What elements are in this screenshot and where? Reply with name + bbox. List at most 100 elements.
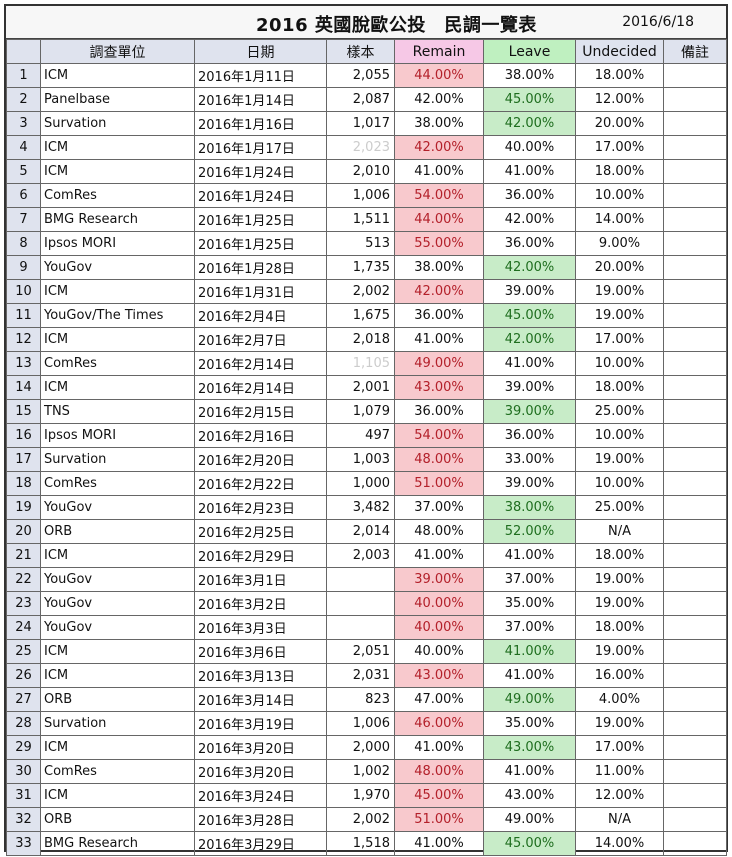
note-cell[interactable] bbox=[663, 567, 727, 592]
date-cell[interactable]: 2016年2月4日 bbox=[194, 303, 327, 328]
leave-cell[interactable]: 41.00% bbox=[483, 639, 576, 664]
org-cell[interactable]: ICM bbox=[40, 159, 195, 184]
remain-cell[interactable]: 38.00% bbox=[394, 111, 484, 136]
undecided-cell[interactable]: 20.00% bbox=[575, 111, 664, 136]
remain-cell[interactable]: 47.00% bbox=[394, 687, 484, 712]
row-number-cell[interactable]: 1 bbox=[6, 63, 41, 88]
undecided-cell[interactable]: 17.00% bbox=[575, 135, 664, 160]
org-cell[interactable]: ICM bbox=[40, 639, 195, 664]
undecided-cell[interactable]: 19.00% bbox=[575, 711, 664, 736]
sample-cell[interactable]: 3,482 bbox=[326, 495, 395, 520]
leave-cell[interactable]: 41.00% bbox=[483, 543, 576, 568]
remain-cell[interactable]: 40.00% bbox=[394, 615, 484, 640]
remain-cell[interactable]: 41.00% bbox=[394, 543, 484, 568]
date-cell[interactable]: 2016年2月23日 bbox=[194, 495, 327, 520]
remain-cell[interactable]: 36.00% bbox=[394, 399, 484, 424]
note-cell[interactable] bbox=[663, 471, 727, 496]
leave-cell[interactable]: 41.00% bbox=[483, 159, 576, 184]
header-undecided[interactable]: Undecided bbox=[575, 39, 664, 64]
date-cell[interactable]: 2016年1月25日 bbox=[194, 207, 327, 232]
leave-cell[interactable]: 43.00% bbox=[483, 783, 576, 808]
remain-cell[interactable]: 44.00% bbox=[394, 63, 484, 88]
sheet-date[interactable]: 2016/6/18 bbox=[622, 14, 694, 30]
leave-cell[interactable]: 42.00% bbox=[483, 255, 576, 280]
note-cell[interactable] bbox=[663, 327, 727, 352]
row-number-cell[interactable]: 26 bbox=[6, 663, 41, 688]
note-cell[interactable] bbox=[663, 207, 727, 232]
sample-cell[interactable]: 2,002 bbox=[326, 807, 395, 832]
note-cell[interactable] bbox=[663, 735, 727, 760]
header-org[interactable]: 調查單位 bbox=[40, 39, 195, 64]
row-number-cell[interactable]: 23 bbox=[6, 591, 41, 616]
sample-cell[interactable]: 2,002 bbox=[326, 279, 395, 304]
date-cell[interactable]: 2016年1月24日 bbox=[194, 183, 327, 208]
org-cell[interactable]: ComRes bbox=[40, 351, 195, 376]
remain-cell[interactable]: 45.00% bbox=[394, 783, 484, 808]
org-cell[interactable]: ComRes bbox=[40, 471, 195, 496]
date-cell[interactable]: 2016年2月14日 bbox=[194, 351, 327, 376]
note-cell[interactable] bbox=[663, 399, 727, 424]
date-cell[interactable]: 2016年2月25日 bbox=[194, 519, 327, 544]
remain-cell[interactable]: 54.00% bbox=[394, 183, 484, 208]
row-number-cell[interactable]: 5 bbox=[6, 159, 41, 184]
leave-cell[interactable]: 36.00% bbox=[483, 423, 576, 448]
org-cell[interactable]: Ipsos MORI bbox=[40, 231, 195, 256]
date-cell[interactable]: 2016年3月20日 bbox=[194, 735, 327, 760]
org-cell[interactable]: Survation bbox=[40, 447, 195, 472]
date-cell[interactable]: 2016年2月7日 bbox=[194, 327, 327, 352]
undecided-cell[interactable]: 9.00% bbox=[575, 231, 664, 256]
row-number-cell[interactable]: 16 bbox=[6, 423, 41, 448]
leave-cell[interactable]: 39.00% bbox=[483, 471, 576, 496]
undecided-cell[interactable]: 25.00% bbox=[575, 399, 664, 424]
leave-cell[interactable]: 41.00% bbox=[483, 663, 576, 688]
date-cell[interactable]: 2016年1月11日 bbox=[194, 63, 327, 88]
leave-cell[interactable]: 45.00% bbox=[483, 831, 576, 856]
undecided-cell[interactable]: 16.00% bbox=[575, 663, 664, 688]
undecided-cell[interactable]: 19.00% bbox=[575, 591, 664, 616]
remain-cell[interactable]: 41.00% bbox=[394, 735, 484, 760]
org-cell[interactable]: ORB bbox=[40, 519, 195, 544]
leave-cell[interactable]: 35.00% bbox=[483, 711, 576, 736]
row-number-cell[interactable]: 32 bbox=[6, 807, 41, 832]
date-cell[interactable]: 2016年3月29日 bbox=[194, 831, 327, 856]
undecided-cell[interactable]: 25.00% bbox=[575, 495, 664, 520]
org-cell[interactable]: ICM bbox=[40, 735, 195, 760]
sample-cell[interactable]: 1,003 bbox=[326, 447, 395, 472]
row-number-cell[interactable]: 30 bbox=[6, 759, 41, 784]
note-cell[interactable] bbox=[663, 687, 727, 712]
remain-cell[interactable]: 51.00% bbox=[394, 807, 484, 832]
date-cell[interactable]: 2016年3月28日 bbox=[194, 807, 327, 832]
row-number-cell[interactable]: 14 bbox=[6, 375, 41, 400]
row-number-cell[interactable]: 27 bbox=[6, 687, 41, 712]
undecided-cell[interactable]: 11.00% bbox=[575, 759, 664, 784]
org-cell[interactable]: BMG Research bbox=[40, 207, 195, 232]
leave-cell[interactable]: 49.00% bbox=[483, 687, 576, 712]
sample-cell[interactable]: 2,051 bbox=[326, 639, 395, 664]
sample-cell[interactable]: 1,006 bbox=[326, 711, 395, 736]
date-cell[interactable]: 2016年3月14日 bbox=[194, 687, 327, 712]
row-number-cell[interactable]: 2 bbox=[6, 87, 41, 112]
org-cell[interactable]: ICM bbox=[40, 63, 195, 88]
date-cell[interactable]: 2016年2月16日 bbox=[194, 423, 327, 448]
sample-cell[interactable]: 2,087 bbox=[326, 87, 395, 112]
org-cell[interactable]: ICM bbox=[40, 375, 195, 400]
leave-cell[interactable]: 45.00% bbox=[483, 87, 576, 112]
undecided-cell[interactable]: 10.00% bbox=[575, 471, 664, 496]
date-cell[interactable]: 2016年3月6日 bbox=[194, 639, 327, 664]
row-number-cell[interactable]: 22 bbox=[6, 567, 41, 592]
row-number-cell[interactable]: 29 bbox=[6, 735, 41, 760]
note-cell[interactable] bbox=[663, 135, 727, 160]
row-number-cell[interactable]: 21 bbox=[6, 543, 41, 568]
undecided-cell[interactable]: 10.00% bbox=[575, 351, 664, 376]
org-cell[interactable]: ComRes bbox=[40, 759, 195, 784]
sample-cell[interactable]: 2,055 bbox=[326, 63, 395, 88]
remain-cell[interactable]: 43.00% bbox=[394, 663, 484, 688]
note-cell[interactable] bbox=[663, 783, 727, 808]
note-cell[interactable] bbox=[663, 63, 727, 88]
note-cell[interactable] bbox=[663, 159, 727, 184]
date-cell[interactable]: 2016年2月15日 bbox=[194, 399, 327, 424]
row-number-cell[interactable]: 18 bbox=[6, 471, 41, 496]
remain-cell[interactable]: 48.00% bbox=[394, 447, 484, 472]
remain-cell[interactable]: 43.00% bbox=[394, 375, 484, 400]
note-cell[interactable] bbox=[663, 87, 727, 112]
